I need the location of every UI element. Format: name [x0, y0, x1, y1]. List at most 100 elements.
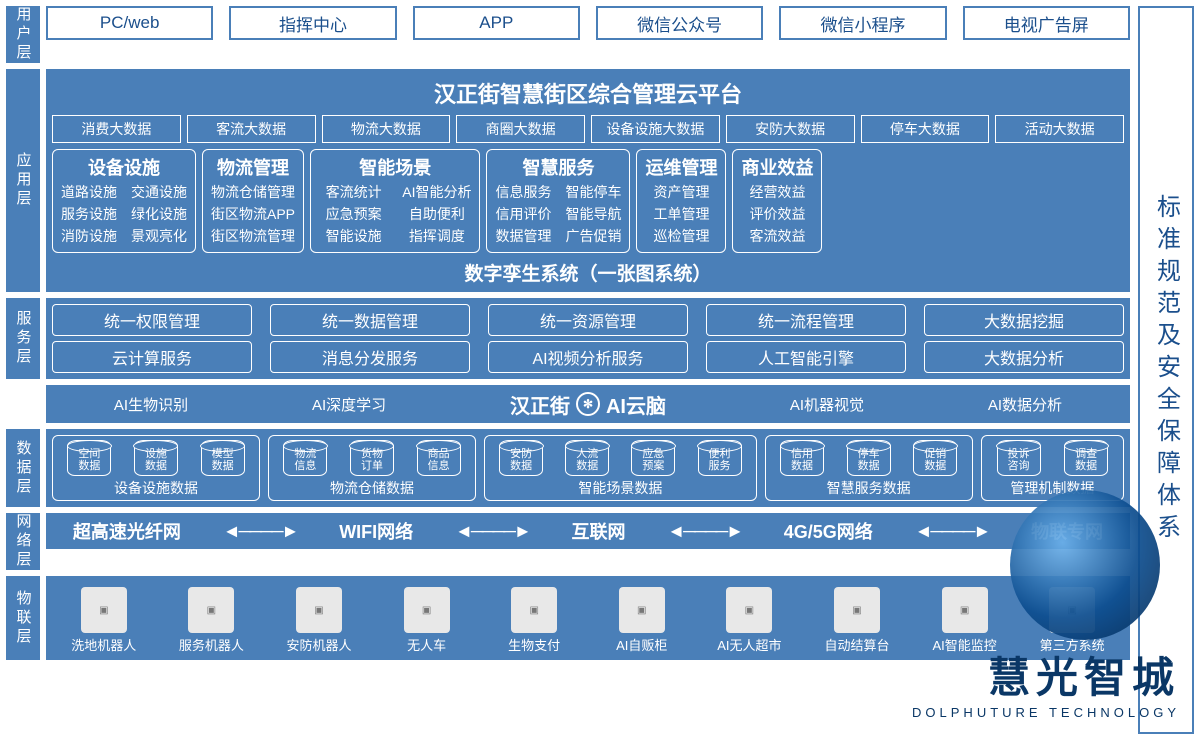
data-group-items: 投诉咨询调查数据: [988, 440, 1117, 476]
module-item: 应急预案: [319, 204, 388, 224]
module-item: 客流效益: [741, 226, 813, 246]
diagram-root: 用户层 PC/web指挥中心APP微信公众号微信小程序电视广告屏 应用层 汉正街…: [0, 0, 1200, 740]
iot-item: ▣ 服务机器人: [160, 582, 264, 654]
module-item: 客流统计: [319, 182, 388, 202]
module-title: 物流管理: [211, 154, 295, 180]
digital-twin-title: 数字孪生系统（一张图系统）: [52, 259, 1124, 286]
module-items: 道路设施交通设施服务设施绿化设施消防设施景观亮化: [61, 182, 187, 246]
service-row-2: 云计算服务消息分发服务AI视频分析服务人工智能引擎大数据分析: [52, 341, 1124, 373]
network-arrow-icon: ◄────►: [915, 521, 990, 542]
module-item: 景观亮化: [131, 226, 187, 246]
layer-service-label: 服务层: [6, 298, 40, 379]
data-cylinder: 调查数据: [1064, 440, 1108, 476]
layer-network-label: 网络层: [6, 513, 40, 570]
user-channel-box: 电视广告屏: [963, 6, 1130, 40]
iot-item: ▣无人车: [375, 582, 479, 654]
iot-item: ▣AI无人超市: [698, 582, 802, 654]
service-box: AI视频分析服务: [488, 341, 688, 373]
brain-center: 汉正街 ✻ AI云脑: [510, 390, 666, 419]
iot-label: 服务机器人: [179, 635, 244, 654]
app-module: 智慧服务信息服务智能停车信用评价智能导航数据管理广告促销: [486, 149, 630, 253]
brain-item: AI深度学习: [312, 394, 386, 415]
cylinder-icon: 模型数据: [201, 440, 245, 476]
data-cylinder: 应急预案: [631, 440, 675, 476]
app-module: 智能场景客流统计AI智能分析应急预案自助便利智能设施指挥调度: [310, 149, 480, 253]
iot-item: ▣洗地机器人: [52, 582, 156, 654]
layer-network-body: 超高速光纤网◄────►WIFI网络◄────►互联网◄────►4G/5G网络…: [46, 513, 1130, 549]
layer-user-body: PC/web指挥中心APP微信公众号微信小程序电视广告屏: [46, 6, 1130, 63]
data-cylinder: 停车数据: [847, 440, 891, 476]
layer-service: 服务层 统一权限管理统一数据管理统一资源管理统一流程管理大数据挖掘 云计算服务消…: [6, 298, 1130, 379]
data-group-items: 空间数据设施数据模型数据: [59, 440, 253, 476]
iot-device-icon: ▣: [726, 587, 772, 633]
module-item: 服务设施: [61, 204, 117, 224]
layer-user: 用户层 PC/web指挥中心APP微信公众号微信小程序电视广告屏: [6, 6, 1130, 63]
network-arrow-icon: ◄────►: [455, 521, 530, 542]
watermark-logo: [1010, 490, 1160, 640]
data-cylinder: 空间数据: [67, 440, 111, 476]
module-item: AI智能分析: [402, 182, 471, 202]
cylinder-icon: 促销数据: [913, 440, 957, 476]
iot-device-icon: ▣: [188, 587, 234, 633]
cylinder-icon: 投诉咨询: [997, 440, 1041, 476]
bigdata-pill: 安防大数据: [726, 115, 855, 143]
module-title: 设备设施: [61, 154, 187, 180]
cylinder-icon: 信用数据: [780, 440, 824, 476]
user-channel-box: PC/web: [46, 6, 213, 40]
iot-device-icon: ▣: [942, 587, 988, 633]
service-box: 人工智能引擎: [706, 341, 906, 373]
user-channel-box: 微信小程序: [779, 6, 946, 40]
module-item: 广告促销: [565, 226, 621, 246]
brain-center-left: 汉正街: [510, 390, 570, 419]
cylinder-icon: 商品信息: [417, 440, 461, 476]
iot-label: 洗地机器人: [71, 635, 136, 654]
iot-device-icon: ▣: [404, 587, 450, 633]
app-module: 商业效益经营效益评价效益客流效益: [732, 149, 822, 253]
app-module: 设备设施道路设施交通设施服务设施绿化设施消防设施景观亮化: [52, 149, 196, 253]
module-items: 客流统计AI智能分析应急预案自助便利智能设施指挥调度: [319, 182, 471, 246]
module-item: 信息服务: [495, 182, 551, 202]
brain-icon: ✻: [576, 392, 600, 416]
data-cylinder: 模型数据: [201, 440, 245, 476]
iot-label: 生物支付: [508, 635, 560, 654]
module-item: 评价效益: [741, 204, 813, 224]
module-items: 经营效益评价效益客流效益: [741, 182, 813, 246]
cylinder-icon: 停车数据: [847, 440, 891, 476]
data-cylinder: 促销数据: [913, 440, 957, 476]
bigdata-pill: 客流大数据: [187, 115, 316, 143]
iot-label: AI自贩柜: [616, 635, 667, 654]
bigdata-pill: 物流大数据: [322, 115, 451, 143]
service-box: 统一权限管理: [52, 304, 252, 336]
cylinder-icon: 应急预案: [631, 440, 675, 476]
network-item: 互联网: [571, 518, 625, 544]
module-item: 街区物流管理: [211, 226, 295, 246]
module-items: 资产管理工单管理巡检管理: [645, 182, 717, 246]
data-group-title: 物流仓储数据: [275, 478, 469, 498]
cylinder-icon: 货物订单: [350, 440, 394, 476]
brain-body: AI生物识别 AI深度学习 汉正街 ✻ AI云脑 AI机器视觉 AI数据分析: [46, 385, 1130, 423]
brain-center-right: AI云脑: [606, 390, 666, 419]
module-item: 经营效益: [741, 182, 813, 202]
bigdata-pill: 停车大数据: [861, 115, 990, 143]
service-box: 大数据挖掘: [924, 304, 1124, 336]
module-item: 绿化设施: [131, 204, 187, 224]
service-box: 大数据分析: [924, 341, 1124, 373]
data-cylinder: 物流信息: [283, 440, 327, 476]
data-cylinder: 商品信息: [417, 440, 461, 476]
service-box: 统一流程管理: [706, 304, 906, 336]
module-item: 自助便利: [402, 204, 471, 224]
cylinder-icon: 调查数据: [1064, 440, 1108, 476]
bigdata-pill: 消费大数据: [52, 115, 181, 143]
module-item: 数据管理: [495, 226, 551, 246]
app-module: 运维管理资产管理工单管理巡检管理: [636, 149, 726, 253]
app-module: 物流管理物流仓储管理街区物流APP街区物流管理: [202, 149, 304, 253]
module-item: 智能设施: [319, 226, 388, 246]
cylinder-icon: 便利服务: [698, 440, 742, 476]
layer-data-label: 数据层: [6, 429, 40, 507]
layer-iot-body: ▣洗地机器人▣服务机器人▣安防机器人▣无人车▣生物支付▣AI自贩柜▣AI无人超市…: [46, 576, 1130, 660]
iot-item: ▣自动结算台: [805, 582, 909, 654]
data-group: 物流信息货物订单商品信息物流仓储数据: [268, 435, 476, 501]
network-arrow-icon: ◄────►: [667, 521, 742, 542]
module-item: 信用评价: [495, 204, 551, 224]
module-title: 智慧服务: [495, 154, 621, 180]
